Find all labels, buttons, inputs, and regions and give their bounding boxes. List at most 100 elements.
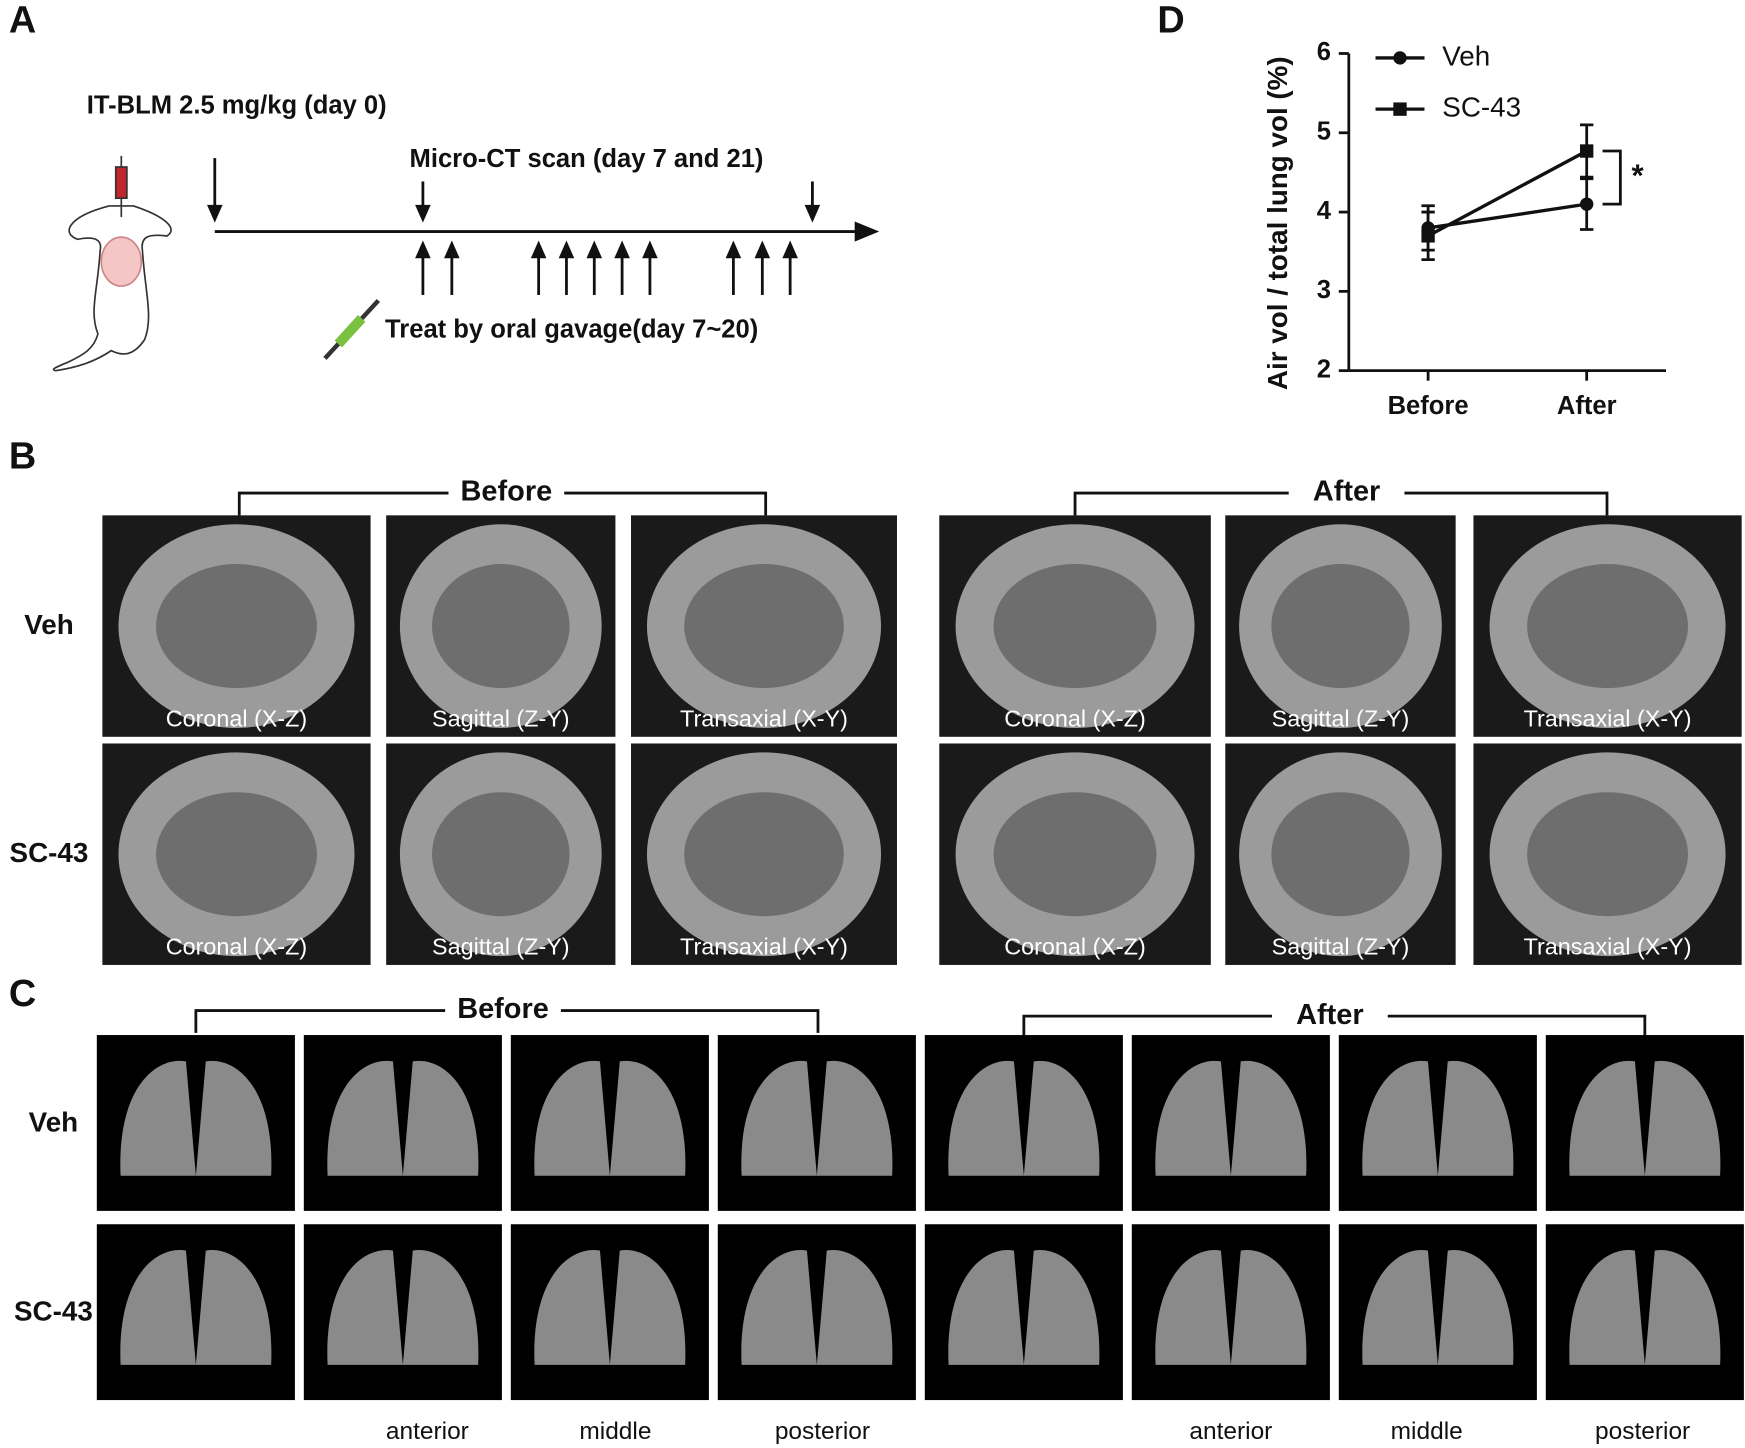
- scan-lung: [156, 564, 317, 689]
- section-label: anterior: [386, 1418, 469, 1445]
- section-label: posterior: [1595, 1418, 1690, 1445]
- arrow-head: [415, 240, 431, 259]
- view-label: Transaxial (X-Y): [1524, 933, 1692, 959]
- series-line: [1427, 202, 1587, 230]
- arrow-head: [782, 240, 798, 259]
- group-label: After: [1313, 476, 1381, 508]
- lung-render: [1362, 1250, 1514, 1365]
- scan-lung: [1527, 564, 1689, 689]
- arrow-head: [530, 240, 547, 259]
- view-label: Sagittal (Z-Y): [432, 705, 570, 731]
- group-label: Before: [461, 476, 553, 508]
- lung-render: [120, 1250, 272, 1365]
- group-bracket: [1022, 1014, 1647, 1037]
- marker: [1580, 144, 1594, 158]
- scan-lung: [1271, 792, 1410, 917]
- panel-label: C: [9, 973, 36, 1015]
- section-label: middle: [1391, 1418, 1463, 1445]
- view-label: Sagittal (Z-Y): [432, 933, 570, 959]
- lung-render: [120, 1060, 272, 1176]
- lung-render: [327, 1060, 479, 1176]
- significance-bracket: [1602, 149, 1622, 206]
- section-label: posterior: [775, 1418, 870, 1445]
- view-label: Transaxial (X-Y): [1524, 705, 1692, 731]
- arrow-head: [754, 240, 771, 259]
- view-label: Transaxial (X-Y): [680, 705, 848, 731]
- row-label: Veh: [24, 609, 73, 640]
- group-label: After: [1296, 999, 1364, 1031]
- view-label: Sagittal (Z-Y): [1272, 933, 1410, 959]
- significance-mark: *: [1631, 158, 1644, 193]
- scan-lung: [1527, 792, 1689, 917]
- y-tick-label: 4: [1317, 197, 1332, 225]
- arrow-head: [725, 240, 742, 259]
- lung-render: [1155, 1250, 1307, 1365]
- marker: [1421, 229, 1435, 243]
- lung-render: [1569, 1060, 1721, 1176]
- row-label: Veh: [29, 1106, 78, 1137]
- section-label: middle: [579, 1418, 651, 1445]
- scan-lung: [993, 564, 1157, 689]
- row-label: SC-43: [14, 1296, 93, 1327]
- scan-lung: [432, 792, 570, 917]
- treatment-label: Treat by oral gavage(day 7~20): [385, 315, 758, 343]
- panel-label: A: [9, 0, 36, 41]
- panel-label: D: [1157, 0, 1184, 41]
- lung-render: [534, 1250, 686, 1365]
- scan-lung: [156, 792, 317, 917]
- section-label: anterior: [1189, 1418, 1272, 1445]
- y-tick-label: 2: [1317, 355, 1331, 383]
- arrow-head: [586, 240, 603, 259]
- legend-label: SC-43: [1442, 91, 1521, 122]
- lung-render: [741, 1060, 893, 1176]
- legend-label: Veh: [1442, 40, 1490, 71]
- view-label: Coronal (X-Z): [1004, 933, 1145, 959]
- view-label: Coronal (X-Z): [166, 705, 307, 731]
- row-label: SC-43: [10, 837, 89, 868]
- series-line: [1427, 149, 1588, 238]
- y-tick-label: 5: [1317, 118, 1331, 146]
- lung-render: [948, 1060, 1100, 1176]
- panel-label: B: [9, 436, 36, 478]
- scan-lung: [1271, 564, 1410, 689]
- group-bracket: [237, 491, 768, 516]
- scan-lung: [993, 792, 1157, 917]
- group-bracket: [194, 1009, 820, 1033]
- scan-label: Micro-CT scan (day 7 and 21): [410, 145, 764, 173]
- arrow-head: [206, 204, 223, 223]
- x-tick-label: Before: [1388, 392, 1469, 420]
- mouse-icon: [52, 155, 172, 372]
- marker: [1580, 197, 1594, 211]
- lung-render: [1155, 1060, 1307, 1176]
- syringe-icon: [323, 299, 381, 360]
- scan-lung: [432, 564, 570, 689]
- injection-label: IT-BLM 2.5 mg/kg (day 0): [87, 92, 387, 120]
- lung-render: [1569, 1250, 1721, 1365]
- view-label: Transaxial (X-Y): [680, 933, 848, 959]
- view-label: Coronal (X-Z): [166, 933, 307, 959]
- view-label: Sagittal (Z-Y): [1272, 705, 1410, 731]
- legend-marker: [1393, 51, 1407, 65]
- group-bracket: [1073, 491, 1609, 516]
- lung-render: [1362, 1060, 1514, 1176]
- arrow-head: [804, 204, 821, 223]
- lung-render: [327, 1250, 479, 1365]
- arrow-head: [642, 240, 658, 259]
- legend-marker: [1393, 102, 1407, 116]
- arrow-head: [444, 240, 460, 259]
- group-label: Before: [457, 993, 549, 1025]
- y-tick-label: 6: [1317, 38, 1331, 66]
- lung-render: [534, 1060, 686, 1176]
- lung-render: [948, 1250, 1100, 1365]
- x-tick-label: After: [1557, 392, 1617, 420]
- y-axis-label: Air vol / total lung vol (%): [1262, 56, 1293, 390]
- arrow-head: [415, 204, 431, 223]
- arrow-head: [614, 240, 630, 259]
- scan-lung: [684, 564, 844, 689]
- lung-render: [741, 1250, 893, 1365]
- view-label: Coronal (X-Z): [1004, 705, 1145, 731]
- arrow-head: [558, 240, 575, 259]
- y-tick-label: 3: [1317, 276, 1331, 304]
